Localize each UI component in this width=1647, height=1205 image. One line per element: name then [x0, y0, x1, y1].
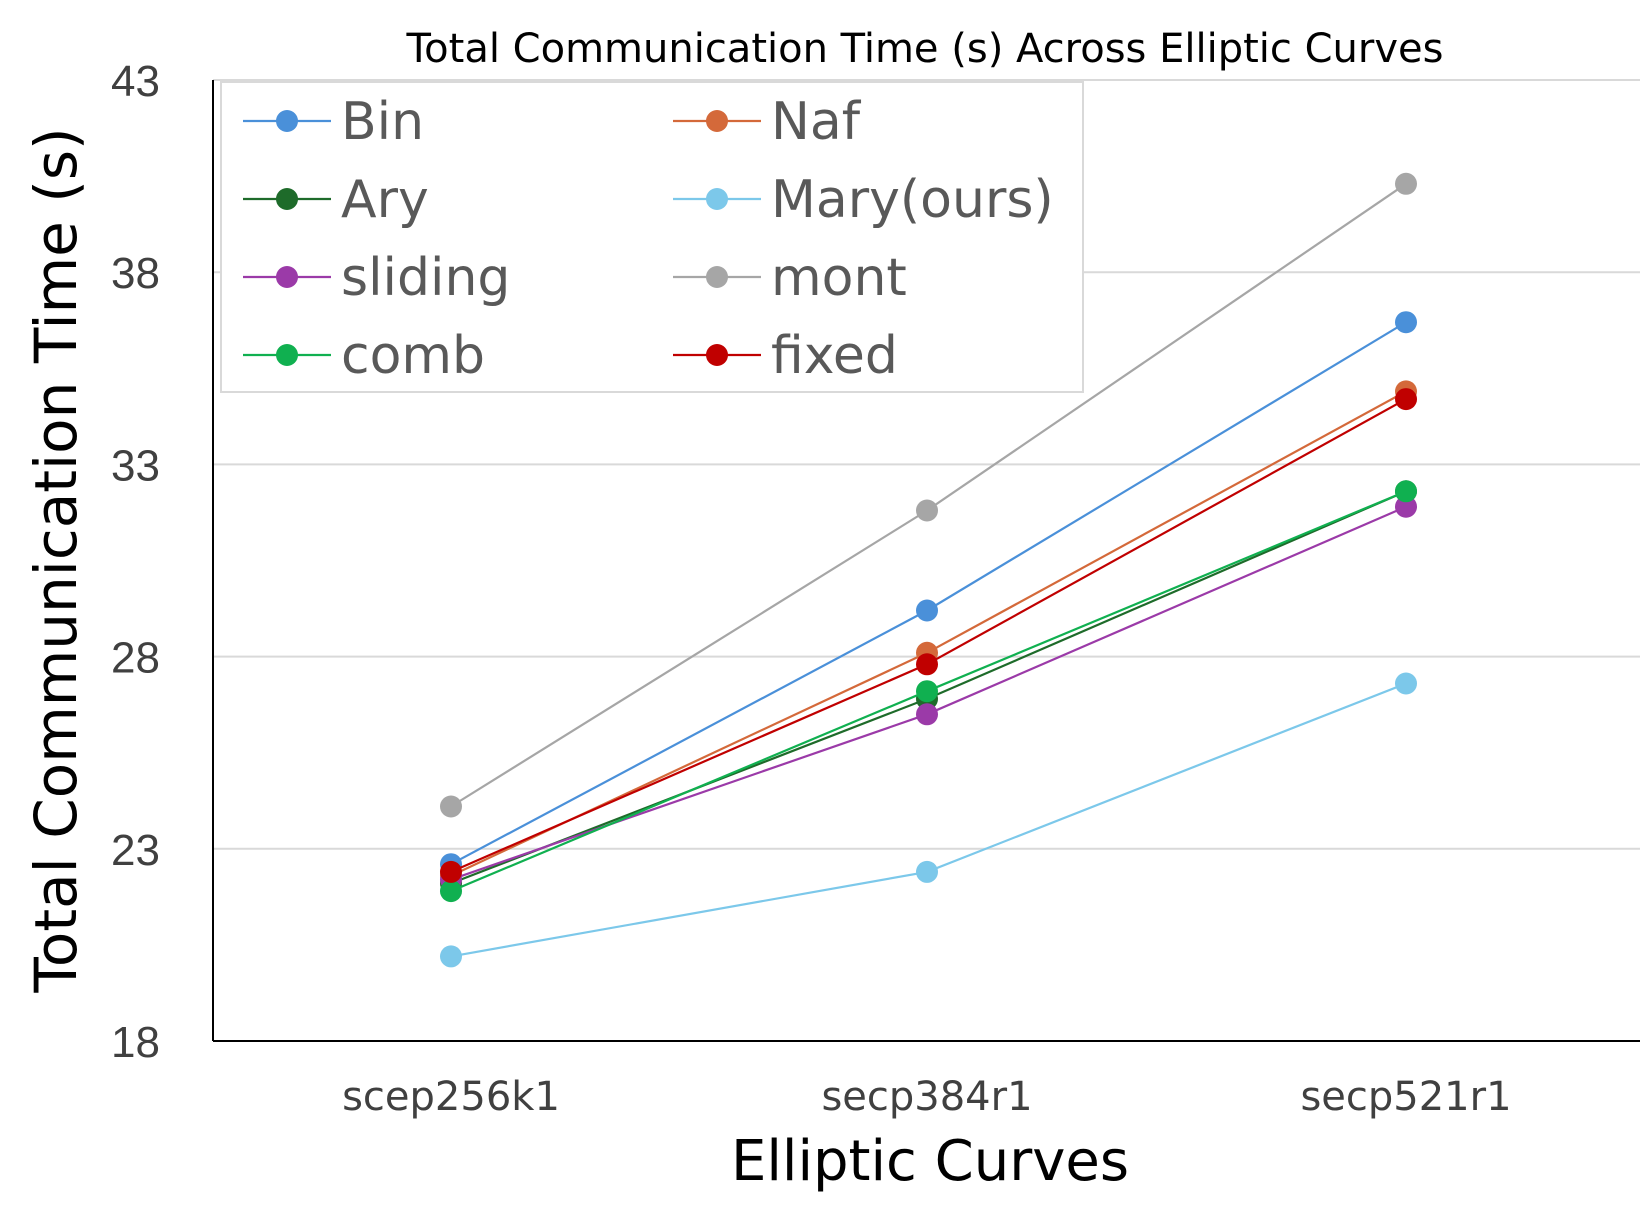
- data-point-sliding-secp521r1: [1395, 495, 1417, 518]
- legend-swatch-marker: [706, 110, 728, 132]
- axes: [212, 80, 1640, 1042]
- legend-item-ary: Ary: [243, 170, 429, 230]
- legend-label: Naf: [771, 92, 862, 152]
- legend-swatch-marker: [276, 110, 298, 132]
- y-tick-labels: 18 23 28 33 38 43: [111, 57, 160, 1067]
- data-point-fixed-secp521r1: [1395, 388, 1417, 411]
- data-point-mary-ours-scep256k1: [440, 945, 462, 968]
- x-axis-label: Elliptic Curves: [731, 1129, 1129, 1194]
- legend-label: Ary: [341, 170, 429, 230]
- series-line-bin: [450, 321, 1407, 866]
- y-tick-label: 43: [111, 57, 160, 106]
- data-point-bin-secp521r1: [1395, 311, 1417, 334]
- legend-swatch-marker: [276, 188, 298, 210]
- legend-label: mont: [771, 248, 907, 308]
- legend-label: Mary(ours): [771, 170, 1054, 230]
- data-point-sliding-secp384r1: [916, 703, 938, 726]
- data-point-mont-secp384r1: [916, 499, 938, 522]
- legend-swatch-marker: [276, 344, 298, 366]
- legend: Bin Naf Ary Mary(ours) sliding mont comb fixed: [220, 81, 1084, 393]
- series-fixed: [440, 388, 1417, 883]
- y-axis-label: Total Communication Time (s): [22, 127, 90, 993]
- y-tick-label: 18: [111, 1018, 160, 1067]
- data-point-fixed-scep256k1: [440, 860, 462, 883]
- x-tick-label: secp521r1: [1300, 1074, 1511, 1120]
- y-tick-label: 23: [111, 826, 160, 875]
- legend-item-comb: comb: [243, 326, 485, 386]
- legend-item-mary-ours: Mary(ours): [673, 170, 1054, 230]
- data-point-comb-scep256k1: [440, 880, 462, 903]
- data-point-mont-secp521r1: [1395, 172, 1417, 195]
- chart-title: Total Communication Time (s) Across Elli…: [406, 26, 1444, 72]
- legend-item-bin: Bin: [243, 92, 424, 152]
- legend-item-mont: mont: [673, 248, 907, 308]
- legend-item-fixed: fixed: [673, 326, 898, 386]
- y-tick-label: 38: [111, 249, 160, 298]
- legend-swatch-marker: [706, 266, 728, 288]
- y-tick-label: 33: [111, 441, 160, 490]
- data-point-comb-secp384r1: [916, 680, 938, 703]
- data-point-fixed-secp384r1: [916, 653, 938, 676]
- series-bin: [440, 311, 1417, 876]
- legend-swatch-marker: [276, 266, 298, 288]
- series-naf: [440, 380, 1417, 887]
- legend-label: fixed: [771, 326, 898, 386]
- series-comb: [440, 480, 1417, 903]
- legend-item-sliding: sliding: [243, 248, 510, 308]
- series-mont: [440, 172, 1417, 818]
- legend-box: [220, 81, 1084, 393]
- x-tick-label: scep256k1: [342, 1074, 560, 1120]
- y-tick-label: 28: [111, 634, 160, 683]
- legend-label: Bin: [341, 92, 424, 152]
- data-point-mont-scep256k1: [440, 795, 462, 818]
- data-point-comb-secp521r1: [1395, 480, 1417, 503]
- legend-item-naf: Naf: [673, 92, 862, 152]
- data-point-mary-ours-secp521r1: [1395, 672, 1417, 695]
- x-tick-labels: scep256k1 secp384r1 secp521r1: [342, 1074, 1511, 1120]
- legend-label: sliding: [341, 248, 510, 308]
- legend-swatch-marker: [706, 344, 728, 366]
- series-mary-ours: [440, 672, 1417, 968]
- data-point-bin-secp384r1: [916, 599, 938, 622]
- x-tick-label: secp384r1: [821, 1074, 1032, 1120]
- series-lines: [440, 172, 1417, 968]
- legend-swatch-marker: [706, 188, 728, 210]
- data-point-mary-ours-secp384r1: [916, 860, 938, 883]
- legend-label: comb: [341, 326, 485, 386]
